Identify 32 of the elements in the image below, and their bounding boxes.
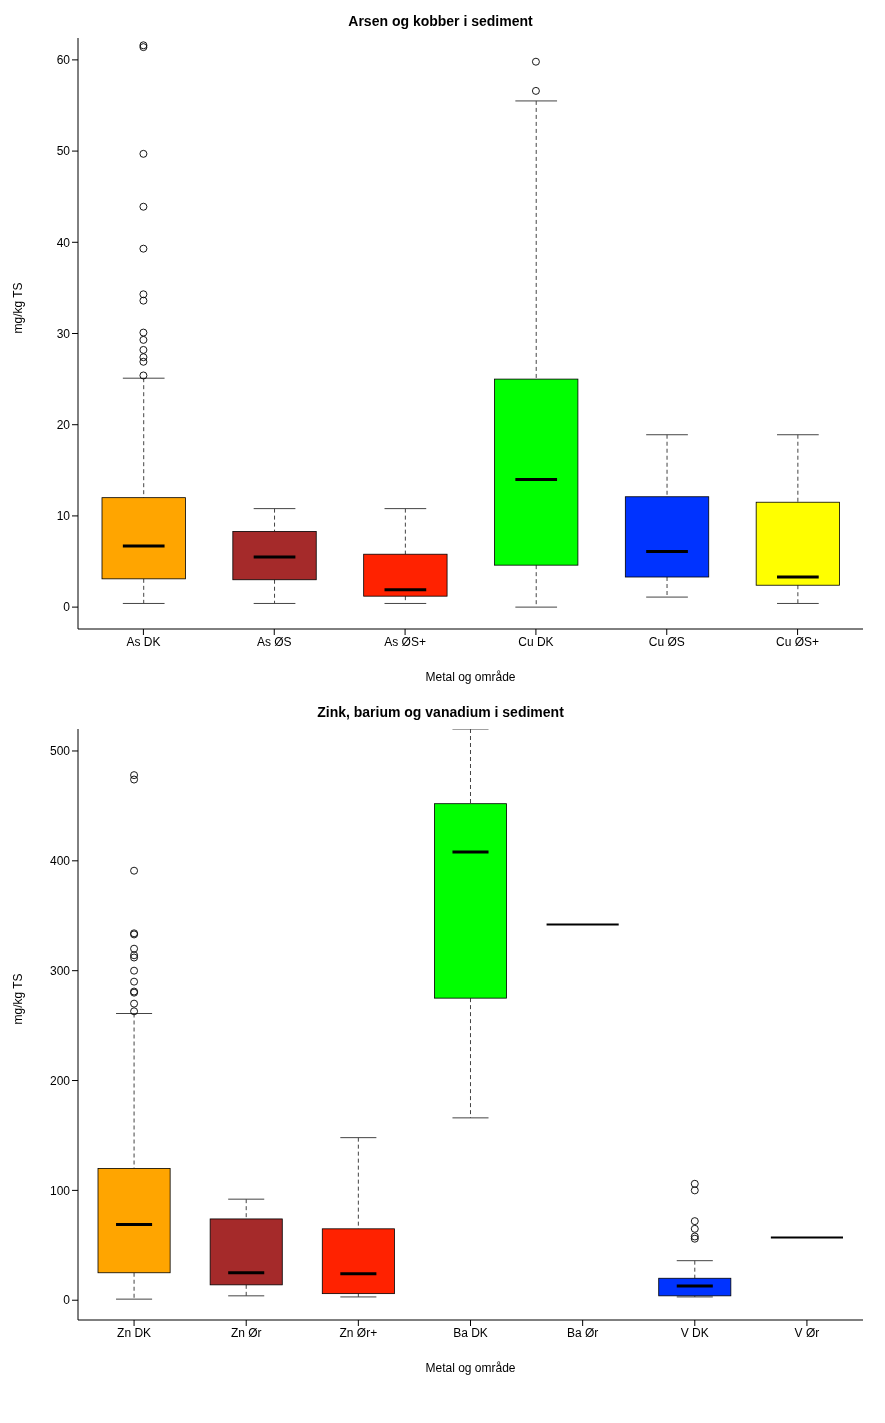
y-tick-label: 500 <box>49 744 71 759</box>
y-tick-label: 300 <box>49 963 71 978</box>
y-tick-label: 400 <box>49 854 71 869</box>
y-tick-label: 40 <box>56 235 71 250</box>
y-tick-label: 200 <box>49 1073 71 1088</box>
x-tick-label: Zn Ør <box>230 1325 262 1340</box>
x-tick-label: Cu DK <box>518 634 554 649</box>
y-tick-label: 0 <box>63 1293 71 1308</box>
x-tick-label: Ba DK <box>453 1325 488 1340</box>
y-tick-label: 30 <box>56 326 71 341</box>
x-axis-title: Metal og område <box>425 670 516 684</box>
x-tick-label: Cu ØS+ <box>776 634 820 649</box>
y-tick-label: 20 <box>56 417 71 432</box>
x-tick-label: As ØS <box>256 634 292 649</box>
y-tick-label: 50 <box>56 144 71 159</box>
y-tick-label: 100 <box>49 1183 71 1198</box>
x-axis-title: Metal og område <box>425 1361 516 1375</box>
y-tick-label: 60 <box>56 53 71 68</box>
x-tick-label: Ba Ør <box>566 1325 599 1340</box>
x-tick-label: Zn Ør+ <box>339 1325 378 1340</box>
chart-title: Zink, barium og vanadium i sediment <box>316 703 565 722</box>
x-tick-label: V Ør <box>794 1325 820 1340</box>
y-tick-label: 10 <box>56 509 71 524</box>
y-axis-title: mg/kg TS <box>11 282 26 334</box>
x-tick-label: Zn DK <box>117 1325 152 1340</box>
chart-title: Arsen og kobber i sediment <box>347 12 534 31</box>
x-tick-label: Cu ØS <box>648 634 685 649</box>
x-tick-label: As DK <box>126 634 161 649</box>
y-tick-label: 0 <box>63 600 71 615</box>
x-tick-label: V DK <box>680 1325 709 1340</box>
x-tick-label: As ØS+ <box>384 634 426 649</box>
y-axis-title: mg/kg TS <box>11 973 26 1025</box>
